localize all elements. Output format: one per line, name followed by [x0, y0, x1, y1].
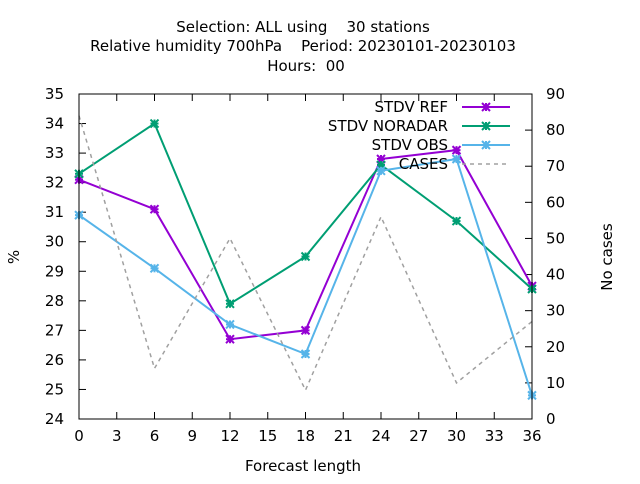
title-line-1: Selection: ALL using 30 stations — [176, 18, 430, 36]
data-point-stdv-noradar — [300, 251, 311, 262]
y-tick-label: 31 — [45, 203, 64, 221]
title-line-3: Hours: 00 — [267, 57, 345, 75]
y-tick-label: 34 — [45, 115, 64, 133]
data-point-stdv-noradar — [149, 118, 160, 129]
y2-tick-label: 60 — [546, 193, 565, 211]
legend-item-stdv-obs: STDV OBS — [372, 136, 510, 154]
y-tick-label: 26 — [45, 351, 64, 369]
x-tick-label: 15 — [258, 427, 277, 445]
x-tick-label: 33 — [485, 427, 504, 445]
y2-tick-label: 90 — [546, 85, 565, 103]
data-point-stdv-ref — [225, 334, 235, 344]
x-tick-label: 27 — [409, 427, 428, 445]
y-tick-label: 32 — [45, 174, 64, 192]
data-point-stdv-noradar — [451, 216, 462, 226]
x-tick-label: 21 — [334, 427, 353, 445]
x-tick-label: 24 — [371, 427, 390, 445]
y2-tick-label: 40 — [546, 266, 565, 284]
data-point-stdv-ref — [149, 204, 160, 214]
data-point-stdv-obs — [376, 166, 386, 176]
x-tick-label: 0 — [74, 427, 84, 445]
title-line-2: Relative humidity 700hPa Period: 2023010… — [90, 37, 516, 55]
legend-marker — [481, 140, 491, 150]
series-layer — [74, 115, 537, 401]
y2-axis-label: No cases — [598, 223, 616, 291]
x-tick-label: 6 — [150, 427, 160, 445]
series-line-stdv-obs — [78, 157, 533, 396]
x-tick-label: 9 — [187, 427, 197, 445]
y-tick-label: 30 — [45, 233, 64, 251]
legend-label: CASES — [399, 155, 448, 173]
x-tick-label: 3 — [112, 427, 122, 445]
y2-tick-label: 10 — [546, 374, 565, 392]
y2-tick-label: 50 — [546, 229, 565, 247]
data-point-stdv-obs — [300, 349, 311, 359]
x-tick-label: 36 — [522, 427, 541, 445]
legend-item-stdv-noradar: STDV NORADAR — [328, 117, 510, 135]
y-tick-label: 24 — [45, 410, 64, 428]
y-tick-label: 35 — [45, 85, 64, 103]
legend-marker — [481, 102, 491, 112]
y2-tick-label: 80 — [546, 121, 565, 139]
series-stdv-ref — [74, 145, 537, 344]
x-axis-label: Forecast length — [245, 457, 361, 475]
chart-title: Selection: ALL using 30 stations Relativ… — [90, 18, 516, 75]
y-tick-label: 28 — [45, 292, 64, 310]
legend-item-stdv-ref: STDV REF — [374, 98, 510, 116]
legend-label: STDV NORADAR — [328, 117, 448, 135]
data-point-stdv-ref — [451, 145, 462, 155]
series-cases — [78, 115, 533, 392]
y2-tick-label: 30 — [546, 302, 565, 320]
x-tick-label: 30 — [447, 427, 466, 445]
y-axis-label: % — [5, 250, 23, 264]
x-tick-label: 12 — [220, 427, 239, 445]
series-stdv-obs — [74, 154, 537, 401]
y-tick-label: 33 — [45, 144, 64, 162]
legend-marker — [481, 121, 491, 131]
series-line-cases — [78, 115, 533, 392]
plot-frame — [78, 93, 533, 420]
x-tick-label: 18 — [296, 427, 315, 445]
legend-label: STDV OBS — [372, 136, 448, 154]
y-tick-label: 25 — [45, 380, 64, 398]
y-tick-label: 29 — [45, 262, 64, 280]
legend-item-cases: CASES — [399, 155, 510, 173]
data-point-stdv-noradar — [225, 299, 235, 309]
series-line-stdv-ref — [78, 149, 533, 341]
y-tick-label: 27 — [45, 321, 64, 339]
y2-tick-label: 20 — [546, 338, 565, 356]
data-point-stdv-ref — [300, 325, 311, 336]
data-point-stdv-obs — [451, 154, 462, 164]
data-point-stdv-obs — [225, 319, 235, 330]
series-line-stdv-noradar — [78, 121, 533, 306]
legend-label: STDV REF — [374, 98, 448, 116]
data-point-stdv-obs — [149, 263, 160, 274]
y2-tick-label: 70 — [546, 157, 565, 175]
axis-ticks: 0 3 6 9 12 15 18 21 24 27 30 33 36242526272829303132… — [45, 85, 565, 445]
y2-tick-label: 0 — [546, 410, 556, 428]
series-stdv-noradar — [74, 118, 537, 309]
